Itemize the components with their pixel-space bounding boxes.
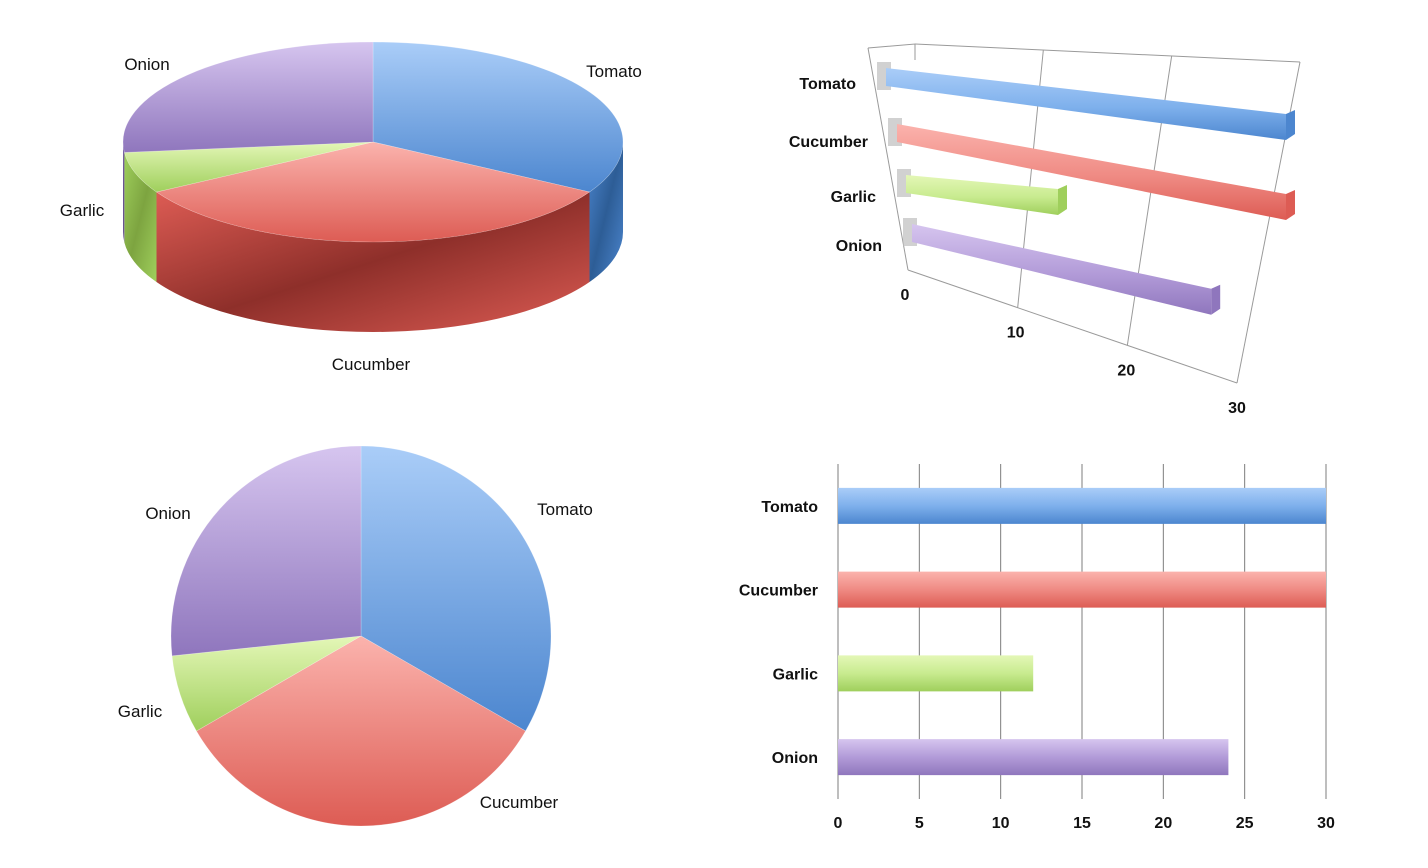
pie-slice-garlic <box>123 141 374 193</box>
pie-side-onion <box>123 142 125 243</box>
bar-garlic <box>906 175 1058 215</box>
pie-chart-3d: Tomato Cucumber Garlic Onion <box>0 0 700 420</box>
x-tick-20: 20 <box>1154 815 1172 832</box>
pie-label-cucumber: Cucumber <box>480 793 559 812</box>
x-tick-25: 25 <box>1236 815 1254 832</box>
bar-chart-2d: 0 5 10 15 20 25 30 Tomato Cucumber Garlic Onion <box>700 434 1428 868</box>
bar3d-frame-top <box>867 43 916 60</box>
bar-label-onion: Onion <box>836 238 882 255</box>
x-tick-30: 30 <box>1228 400 1246 417</box>
pie-label-tomato: Tomato <box>537 500 593 519</box>
bar-cap-cucumber <box>1286 190 1295 220</box>
bar-onion <box>912 224 1212 315</box>
x-tick-10: 10 <box>992 815 1010 832</box>
bar-chart-3d: 0 10 20 30 Tomato Cucumber Garlic Onion <box>700 0 1428 434</box>
bar3d-frame-back-top <box>914 43 1301 63</box>
bar-tomato <box>838 487 1326 524</box>
bar-label-onion: Onion <box>772 750 818 767</box>
pie-slice-garlic <box>171 635 362 732</box>
bar-label-garlic: Garlic <box>773 666 818 683</box>
bar3d-frame-left <box>867 47 909 271</box>
bar-tomato <box>886 68 1286 140</box>
bar-cap-garlic <box>1058 185 1067 215</box>
x-tick-5: 5 <box>915 815 924 832</box>
pie-label-onion: Onion <box>145 504 190 523</box>
x-tick-0: 0 <box>901 287 910 304</box>
x-tick-15: 15 <box>1073 815 1091 832</box>
pie-slice-onion <box>122 41 374 153</box>
pie-chart-3d-svg: Tomato Cucumber Garlic Onion <box>60 41 642 374</box>
bar-label-tomato: Tomato <box>761 499 818 516</box>
x-tick-0: 0 <box>834 815 843 832</box>
bar-cap-onion <box>1211 284 1221 315</box>
bar-cucumber <box>838 571 1326 608</box>
bar-cap-tomato <box>1286 110 1295 140</box>
pie-label-garlic: Garlic <box>60 201 105 220</box>
x-tick-30: 30 <box>1317 815 1335 832</box>
bar-cucumber <box>897 124 1286 220</box>
bar3d-frame-floor <box>907 269 1238 384</box>
bar-label-cucumber: Cucumber <box>789 134 868 151</box>
pie-chart-2d-svg: Tomato Cucumber Garlic Onion <box>118 445 593 827</box>
x-tick-20: 20 <box>1117 362 1135 379</box>
pie-label-garlic: Garlic <box>118 702 163 721</box>
bar-onion <box>838 739 1229 776</box>
pie-slice-tomato <box>360 445 552 732</box>
pie-label-cucumber: Cucumber <box>332 355 411 374</box>
pie-slice-onion <box>170 445 362 657</box>
pie-slice-tomato <box>372 41 624 193</box>
pie-side-garlic <box>124 152 157 282</box>
pie-slice-cucumber <box>196 635 526 827</box>
pie-side-cucumber <box>156 192 590 332</box>
pie-label-tomato: Tomato <box>586 62 642 81</box>
pie-chart-2d: Tomato Cucumber Garlic Onion <box>0 434 700 868</box>
pie-side-tomato <box>589 142 623 282</box>
bar-label-cucumber: Cucumber <box>739 583 818 600</box>
bar-label-tomato: Tomato <box>799 76 856 93</box>
bar-garlic <box>838 655 1034 692</box>
bar-chart-2d-svg: 0 5 10 15 20 25 30 Tomato Cucumber Garlic Onion <box>739 464 1335 832</box>
bar-chart-3d-svg: 0 10 20 30 Tomato Cucumber Garlic Onion <box>789 43 1301 417</box>
x-tick-10: 10 <box>1007 325 1025 342</box>
bar-label-garlic: Garlic <box>831 189 876 206</box>
pie-label-onion: Onion <box>124 55 169 74</box>
pie-slice-cucumber <box>155 141 591 243</box>
